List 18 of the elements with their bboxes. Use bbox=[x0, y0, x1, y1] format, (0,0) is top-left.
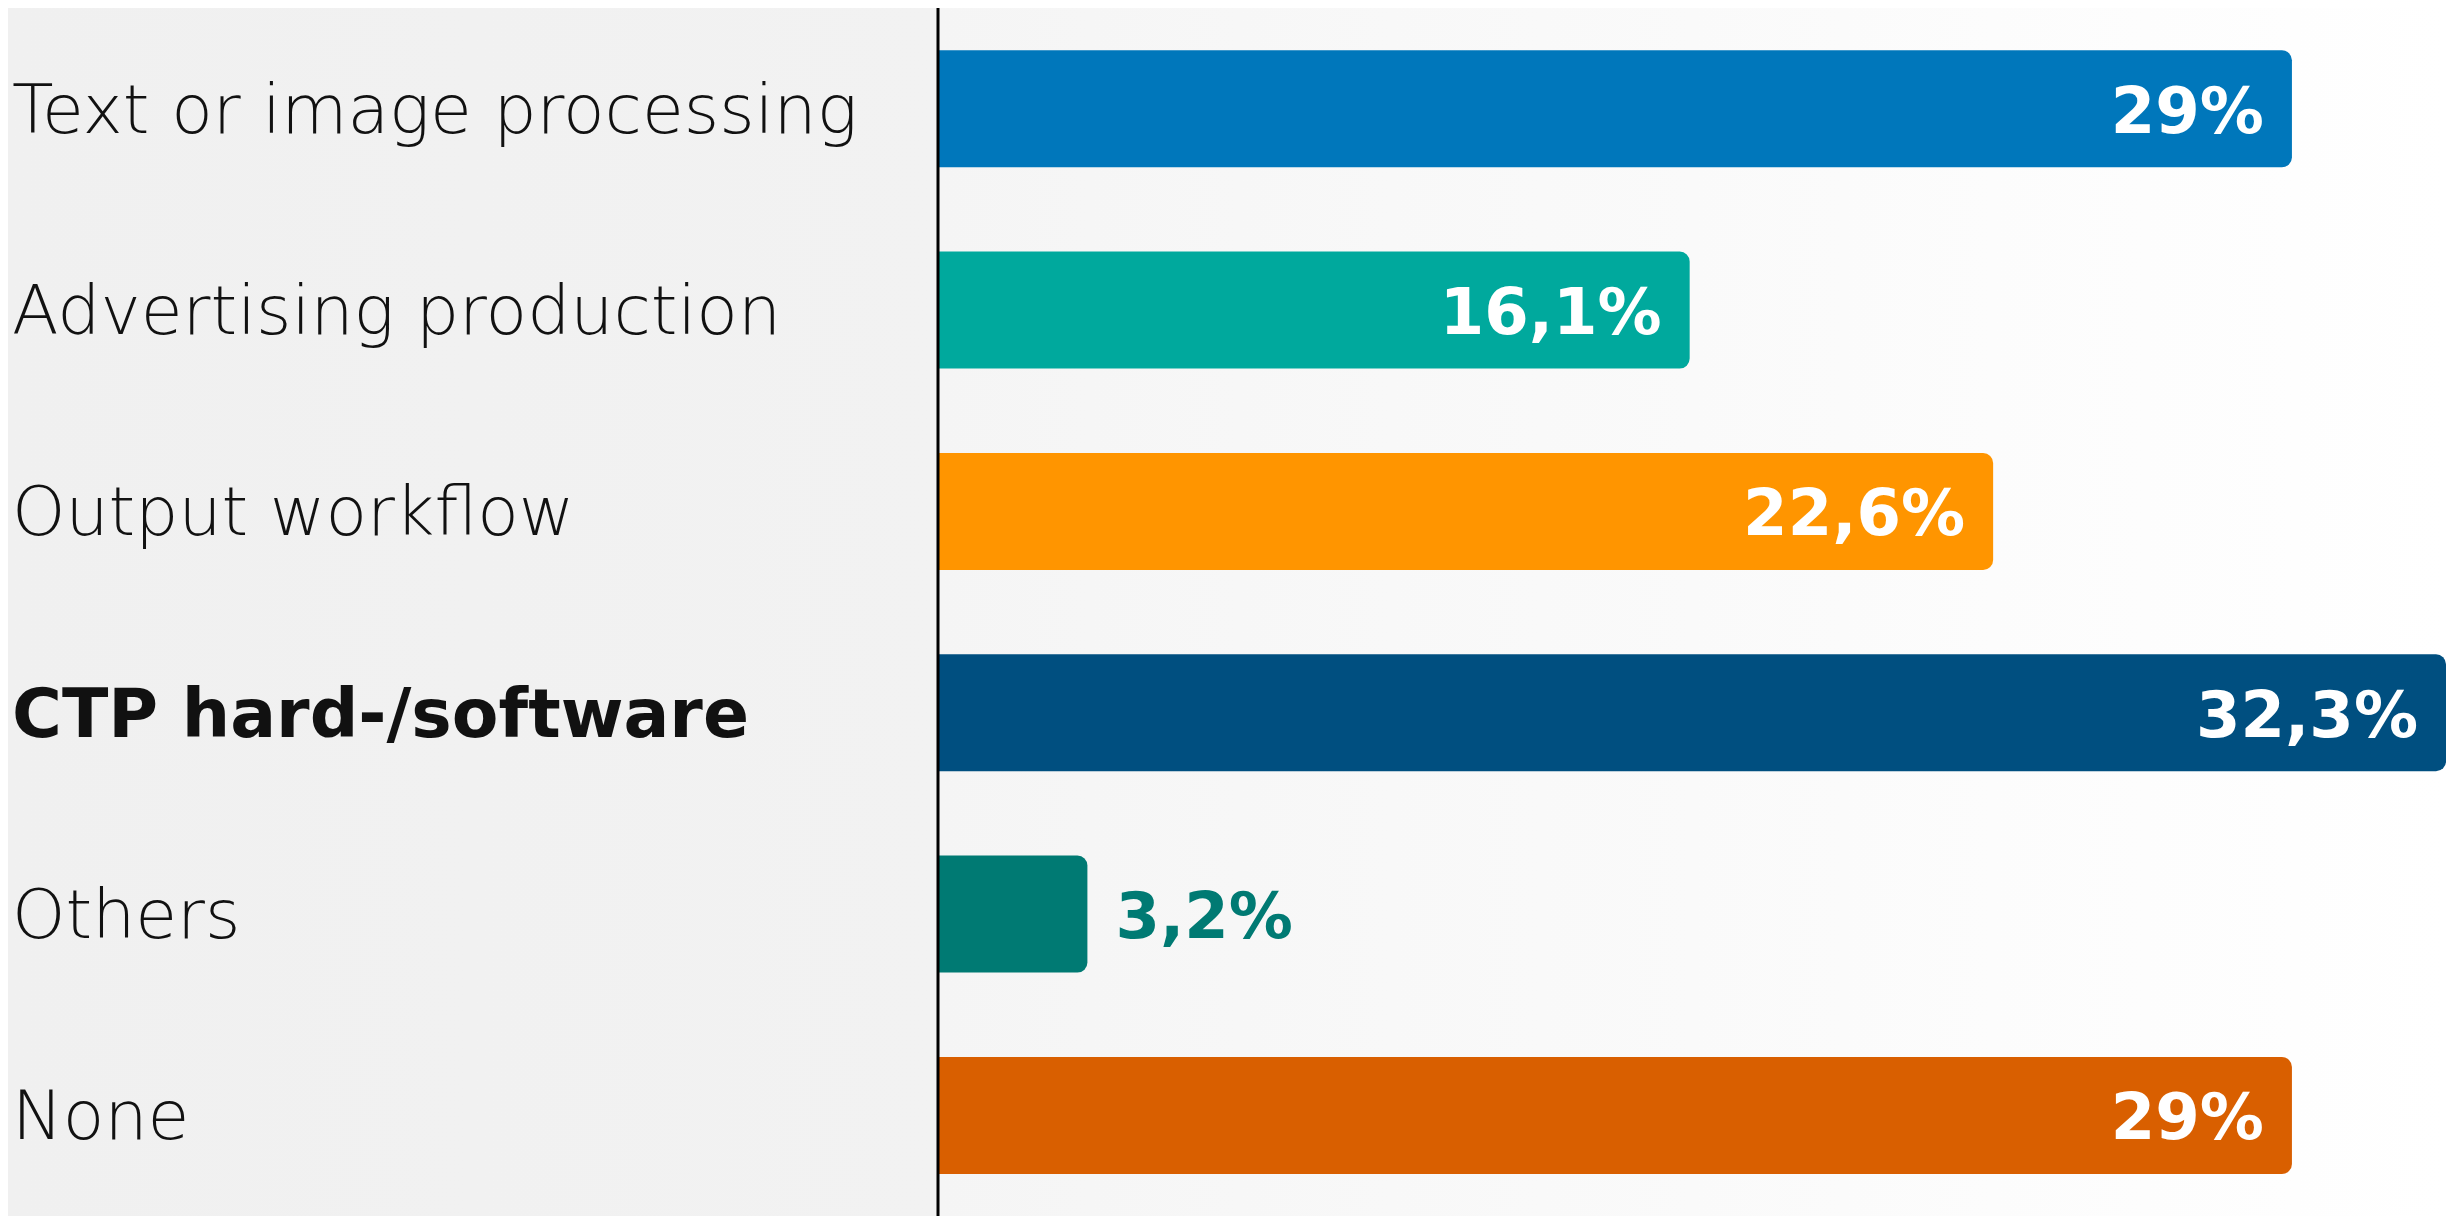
y-tick-label: Advertising production bbox=[12, 271, 782, 350]
bar bbox=[938, 251, 1690, 369]
bar bbox=[938, 855, 1088, 973]
data-label: 22,6% bbox=[1743, 476, 1966, 551]
data-label: 29% bbox=[2110, 1080, 2264, 1155]
bar bbox=[938, 654, 2446, 772]
bar bbox=[938, 50, 2292, 168]
y-tick-label: CTP hard-/software bbox=[12, 673, 750, 753]
y-tick-label: Others bbox=[12, 875, 241, 954]
y-tick-label: None bbox=[12, 1076, 190, 1156]
data-label: 16,1% bbox=[1439, 275, 1662, 350]
y-tick-label: Text or image processing bbox=[12, 69, 858, 149]
y-tick-label: Output workflow bbox=[12, 472, 575, 552]
bar bbox=[938, 452, 1994, 570]
data-label: 3,2% bbox=[1115, 879, 1293, 954]
bar bbox=[938, 1056, 2292, 1174]
data-label: 29% bbox=[2110, 73, 2264, 148]
data-label: 32,3% bbox=[2195, 677, 2418, 752]
